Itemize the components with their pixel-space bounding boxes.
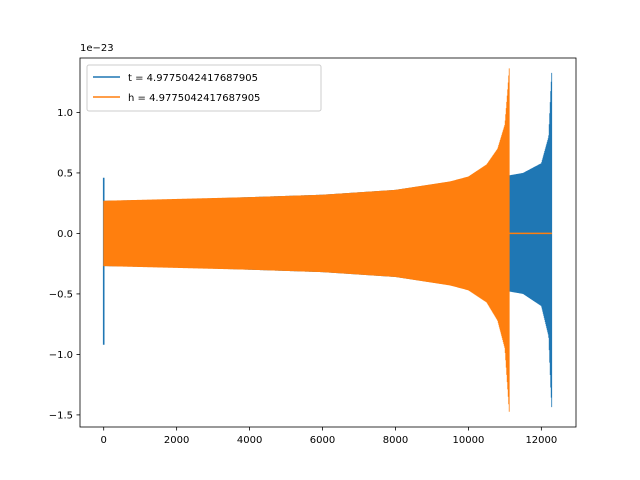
series-1-oscillation — [103, 68, 510, 412]
x-axis: 0 2000 4000 6000 8000 10000 12000 — [101, 427, 557, 446]
plot-frame — [79, 57, 577, 428]
y-offset-label: 1e−23 — [80, 43, 114, 54]
legend-label-1: h = 4.9775042417687905 — [128, 93, 260, 104]
x-tick-label: 10000 — [453, 435, 485, 446]
y-tick-label: −1.0 — [49, 350, 73, 361]
series-layer — [102, 68, 553, 412]
x-tick-label: 12000 — [525, 435, 557, 446]
x-tick-label: 6000 — [310, 435, 335, 446]
x-tick-label: 8000 — [383, 435, 408, 446]
y-tick-label: 0.0 — [57, 229, 73, 240]
legend: t = 4.9775042417687905 h = 4.977504241768… — [86, 64, 322, 112]
y-tick-label: −1.5 — [49, 411, 73, 422]
y-tick-label: 1.0 — [57, 108, 73, 119]
y-tick-label: −0.5 — [49, 290, 73, 301]
legend-label-0: t = 4.9775042417687905 — [128, 73, 258, 84]
x-tick-label: 4000 — [237, 435, 262, 446]
series-1 — [103, 68, 552, 412]
legend-box — [86, 64, 322, 112]
y-tick-label: 0.5 — [57, 169, 73, 180]
x-tick-label: 2000 — [164, 435, 189, 446]
y-axis: −1.5 −1.0 −0.5 0.0 0.5 1.0 — [49, 108, 80, 422]
x-tick-label: 0 — [101, 435, 107, 446]
